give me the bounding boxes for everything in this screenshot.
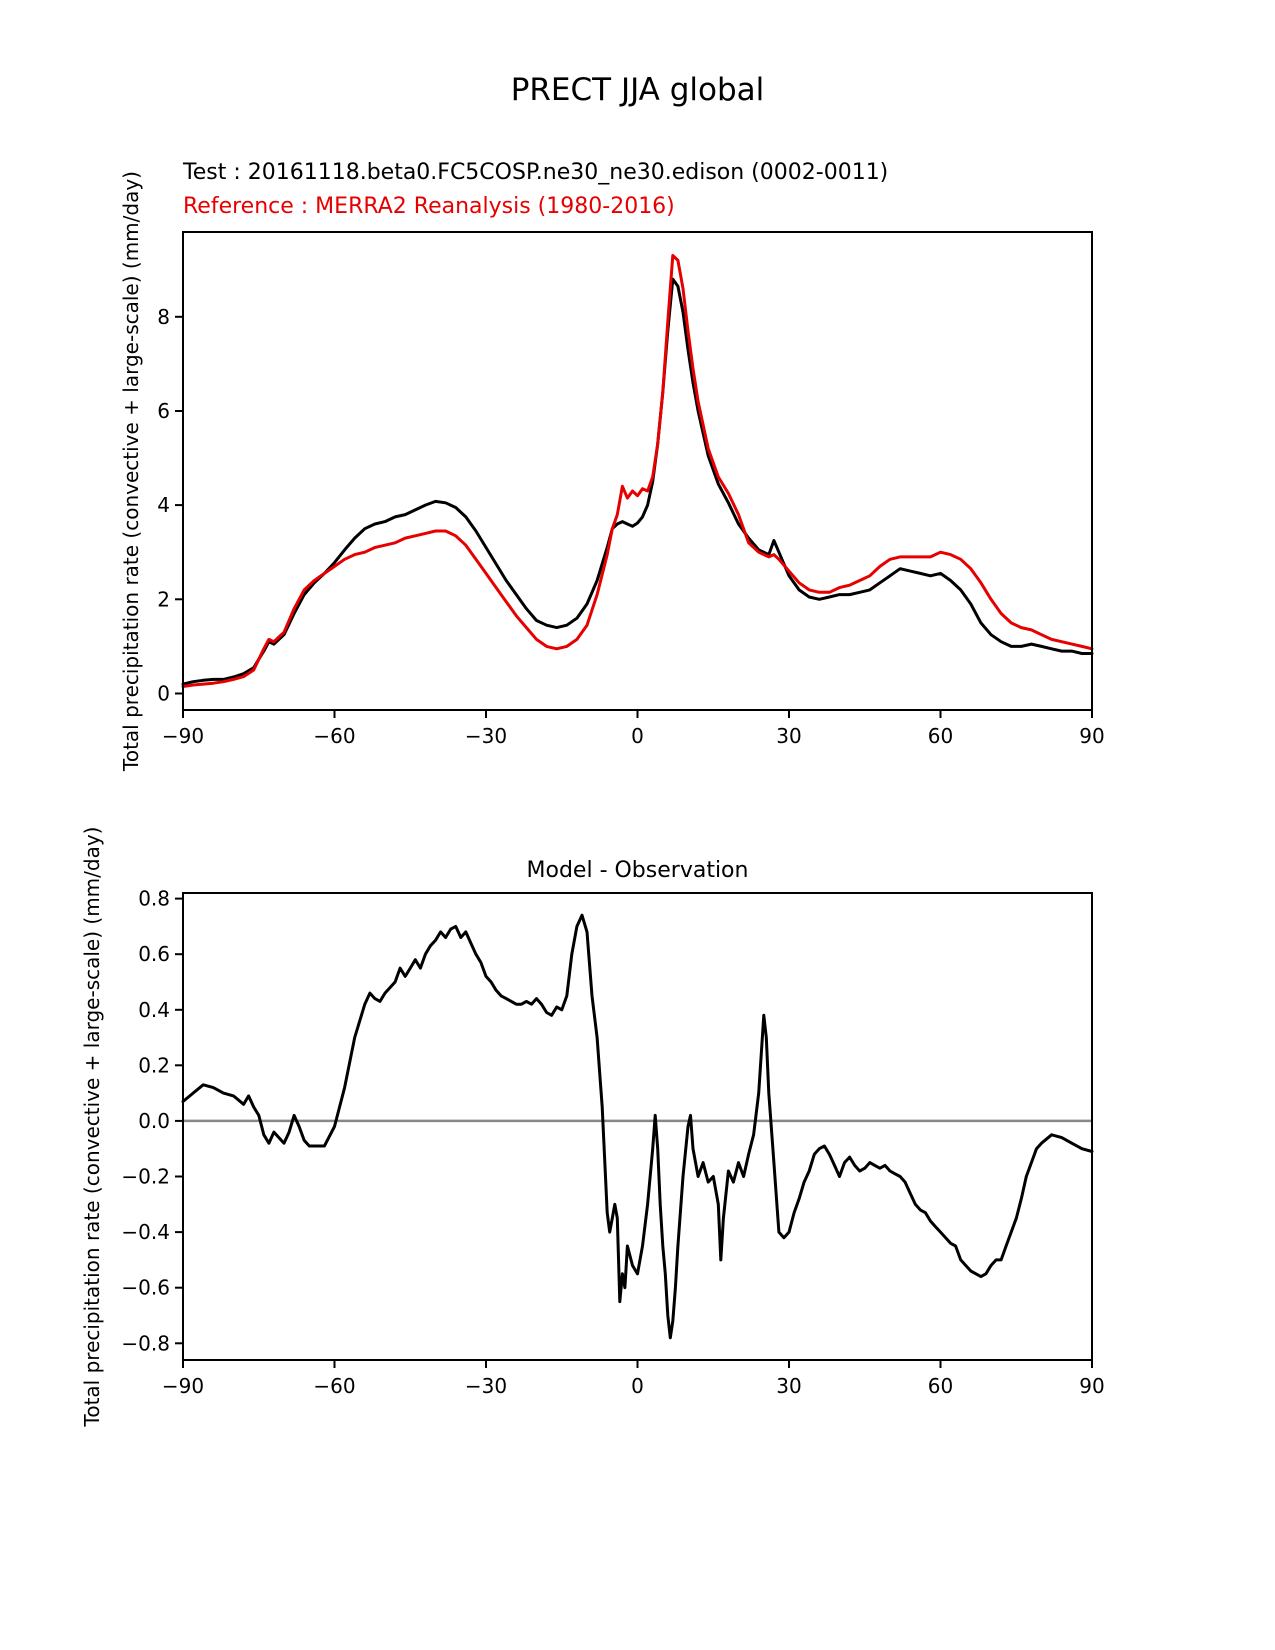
x-tick-label: 0	[631, 724, 644, 748]
x-tick-label: 30	[776, 724, 801, 748]
plot-border	[182, 231, 1093, 711]
y-tick-label: 2	[157, 587, 170, 611]
y-axis-label: Total precipitation rate (convective + l…	[119, 171, 143, 772]
y-tick-label: −0.2	[121, 1165, 170, 1189]
y-tick-label: 0.6	[138, 942, 170, 966]
legend-reference-label: Reference : MERRA2 Reanalysis (1980-2016…	[183, 194, 675, 219]
plot-border	[182, 892, 1093, 1361]
chart-panel-0: −90 −60 −30 0 30 60 90 0 2 4 6 8 Total precipitation…	[119, 171, 1105, 772]
x-tick-label: 60	[928, 724, 953, 748]
x-tick-label: −60	[313, 724, 355, 748]
y-tick-label: −0.6	[121, 1276, 170, 1300]
legend-test-label: Test : 20161118.beta0.FC5COSP.ne30_ne30.…	[183, 160, 889, 185]
y-tick-label: 6	[157, 399, 170, 423]
series-line-0	[181, 913, 1094, 1340]
y-tick-label: 0.8	[138, 887, 170, 911]
series-line-0	[181, 277, 1094, 686]
y-tick-label: 0.4	[138, 998, 170, 1022]
y-axis-label: Total precipitation rate (convective + l…	[80, 827, 104, 1428]
figure-title: PRECT JJA global	[510, 72, 765, 108]
x-tick-label: 90	[1079, 1374, 1104, 1398]
y-tick-label: 0.0	[138, 1109, 170, 1133]
y-tick-label: −0.4	[121, 1220, 170, 1244]
y-tick-label: 4	[157, 493, 170, 517]
x-tick-label: 90	[1079, 724, 1104, 748]
x-tick-label: 30	[776, 1374, 801, 1398]
y-tick-label: 0	[157, 682, 170, 706]
chart-title: Model - Observation	[527, 858, 749, 883]
series-line-1	[181, 254, 1094, 688]
chart-panel-1: −90 −60 −30 0 30 60 90 −0.8 −0.6 −0.4 −0.2 0.0 0.2 0.…	[80, 827, 1105, 1428]
x-tick-label: −60	[313, 1374, 355, 1398]
x-tick-label: −90	[162, 1374, 204, 1398]
y-tick-label: 0.2	[138, 1053, 170, 1077]
x-tick-label: −30	[465, 1374, 507, 1398]
y-tick-label: −0.8	[121, 1331, 170, 1355]
x-tick-label: −90	[162, 724, 204, 748]
x-tick-label: 60	[928, 1374, 953, 1398]
x-tick-label: −30	[465, 724, 507, 748]
y-tick-label: 8	[157, 305, 170, 329]
x-tick-label: 0	[631, 1374, 644, 1398]
